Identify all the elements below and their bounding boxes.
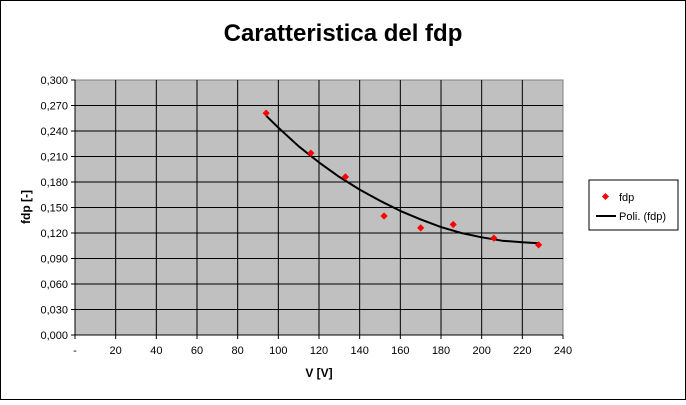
x-tick-label: 100 (269, 345, 287, 357)
y-tick-label: 0,210 (40, 152, 68, 164)
x-tick-label: 40 (150, 345, 162, 357)
data-point (535, 241, 543, 249)
y-tick-label: 0,000 (40, 330, 68, 342)
y-axis-title: fdp [-] (19, 190, 33, 224)
data-point (449, 220, 457, 229)
data-point (262, 109, 270, 117)
x-axis-title: V [V] (305, 366, 332, 380)
grid (75, 80, 563, 335)
chart-title: Caratteristica del fdp (224, 20, 463, 47)
data-point (307, 149, 315, 157)
x-tick-label: 180 (432, 345, 450, 357)
x-tick-label: 80 (232, 345, 244, 357)
y-tick-label: 0,240 (40, 126, 68, 138)
axes: - 20 40 60 80 100 120 140 160 180 200 220 240 0,000 0,… (40, 75, 572, 357)
y-tick-label: 0,180 (40, 177, 68, 189)
y-tick-label: 0,150 (40, 203, 68, 215)
x-tick-label: 220 (513, 345, 531, 357)
scatter-series (262, 109, 543, 249)
x-tick-label: 60 (191, 345, 203, 357)
legend-label-fdp: fdp (619, 192, 634, 204)
data-point (341, 173, 350, 181)
x-tick-label: 20 (110, 345, 122, 357)
legend-scatter-marker (601, 192, 610, 201)
y-tick-label: 0,300 (40, 75, 68, 87)
legend-label-trend: Poli. (fdp) (619, 211, 666, 223)
x-tick-label: 240 (554, 345, 572, 357)
y-tick-label: 0,270 (40, 101, 68, 113)
data-point (380, 212, 388, 220)
x-tick-label: - (73, 345, 77, 357)
x-tick-label: 160 (391, 345, 409, 357)
y-tick-label: 0,090 (40, 254, 68, 266)
data-point (490, 234, 498, 242)
x-tick-label: 200 (472, 345, 490, 357)
x-tick-label: 120 (310, 345, 328, 357)
data-point (417, 224, 425, 232)
x-tick-label: 140 (350, 345, 368, 357)
legend-box (588, 179, 679, 231)
y-tick-label: 0,060 (40, 279, 68, 291)
legend: fdp Poli. (fdp) (588, 179, 679, 231)
y-tick-label: 0,120 (40, 228, 68, 240)
y-tick-label: 0,030 (40, 305, 68, 317)
